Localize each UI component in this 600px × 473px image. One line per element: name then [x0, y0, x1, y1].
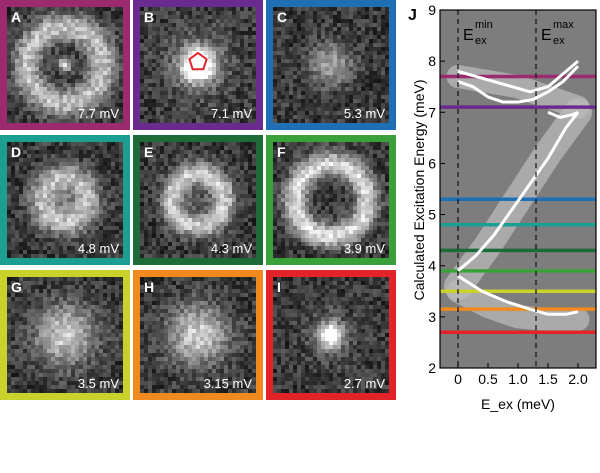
panel-letter: A [11, 9, 22, 25]
x-tick-label: 2.0 [568, 371, 588, 387]
panel-label-j: J [408, 7, 417, 24]
plot-frame [439, 9, 597, 369]
panel-letter: H [144, 279, 155, 295]
stm-image [140, 142, 256, 258]
x-tick-label: 0 [454, 371, 462, 387]
e-ex-limit-sup: max [553, 19, 574, 31]
calculated-curve [547, 110, 579, 119]
calculated-curve [457, 111, 580, 272]
stm-image [140, 277, 256, 393]
stm-panel-b: B 7.1 mV [133, 0, 263, 130]
e-ex-limit-sub: ex [553, 35, 565, 47]
bias-voltage-label: 2.7 mV [343, 376, 385, 391]
bias-voltage-label: 3.9 mV [343, 241, 385, 256]
stm-panel-c: C 5.3 mV [266, 0, 396, 130]
y-tick-label: 9 [428, 2, 436, 18]
stm-panel-g: G 3.5 mV [0, 270, 130, 400]
pentagon-marker [188, 51, 208, 71]
bias-voltage-label: 7.7 mV [77, 106, 119, 121]
bias-voltage-label: 3.5 mV [77, 376, 119, 391]
y-tick-label: 3 [428, 309, 436, 325]
panel-letter: G [11, 279, 22, 295]
e-ex-limit-sub: ex [475, 35, 487, 47]
x-tick-label: 1.5 [538, 371, 558, 387]
calculated-curve [457, 60, 579, 94]
y-tick-label: 5 [428, 207, 436, 223]
e-ex-limit-label: E [463, 27, 474, 44]
panel-letter: F [277, 144, 286, 160]
uncertainty-band [446, 279, 590, 331]
x-tick-label: 1.0 [508, 371, 528, 387]
stm-panel-e: E 4.3 mV [133, 135, 263, 265]
stm-panel-i: I 2.7 mV [266, 270, 396, 400]
y-tick-label: 8 [428, 53, 436, 69]
stm-image [7, 7, 123, 123]
x-axis-label: E_ex (meV) [481, 396, 555, 412]
bias-voltage-label: 4.3 mV [210, 241, 252, 256]
bias-voltage-label: 5.3 mV [343, 106, 385, 121]
y-tick-label: 2 [428, 360, 436, 376]
stm-image [273, 142, 389, 258]
stm-image [273, 7, 389, 123]
stm-panel-a: A 7.7 mV [0, 0, 130, 130]
bias-voltage-label: 4.8 mV [77, 241, 119, 256]
panel-letter: I [277, 279, 281, 295]
panel-letter: D [11, 144, 22, 160]
stm-image [7, 277, 123, 393]
uncertainty-band [446, 64, 590, 119]
y-axis-label: Calculated Excitation Energy (meV) [411, 80, 427, 301]
bias-voltage-label: 3.15 mV [203, 376, 252, 391]
panel-letter: E [144, 144, 154, 160]
y-tick-label: 7 [428, 104, 436, 120]
bias-voltage-label: 7.1 mV [210, 106, 252, 121]
stm-image [273, 277, 389, 393]
calculated-curve [457, 65, 580, 104]
e-ex-limit-sup: min [475, 19, 493, 31]
panel-letter: B [144, 9, 155, 25]
x-tick-label: 0.5 [478, 371, 498, 387]
stm-panel-d: D 4.8 mV [0, 135, 130, 265]
stm-panel-f: F 3.9 mV [266, 135, 396, 265]
calculated-curve [457, 274, 579, 316]
e-ex-limit-label: E [541, 27, 552, 44]
stm-image [140, 7, 256, 123]
stm-panel-h: H 3.15 mV [133, 270, 263, 400]
y-tick-label: 6 [428, 155, 436, 171]
stm-image [7, 142, 123, 258]
y-tick-label: 4 [428, 258, 436, 274]
panel-letter: C [277, 9, 288, 25]
